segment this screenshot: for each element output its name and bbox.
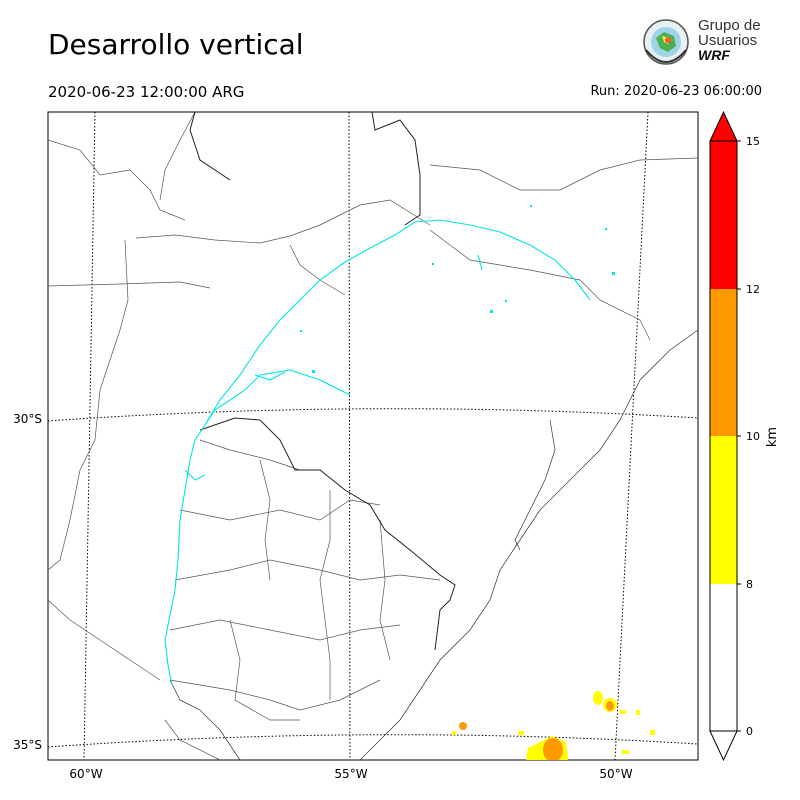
colorbar-tick-10: 10 bbox=[746, 430, 760, 443]
cell-yellow bbox=[593, 691, 603, 705]
cell-orange bbox=[543, 738, 563, 760]
valid-time: 2020-06-23 12:00:00 ARG bbox=[48, 83, 245, 101]
colorbar-tick-15: 15 bbox=[746, 135, 760, 148]
colorbar: 0 8 10 12 15 km bbox=[709, 110, 780, 762]
cyan-speckles bbox=[300, 205, 615, 373]
cell-orange bbox=[606, 701, 614, 711]
boundaries bbox=[48, 112, 698, 760]
run-time: Run: 2020-06-23 06:00:00 bbox=[590, 84, 762, 99]
lat-label-30s: 30°S bbox=[13, 412, 42, 426]
colorbar-segment-0-8 bbox=[710, 584, 737, 731]
parallel-35s bbox=[48, 734, 698, 748]
colorbar-segment-12-15 bbox=[710, 141, 737, 289]
colorbar-tick-0: 0 bbox=[746, 725, 753, 738]
colorbar-tick-12: 12 bbox=[746, 283, 760, 296]
cell-orange bbox=[459, 722, 467, 730]
globe-logo-icon bbox=[643, 19, 689, 65]
map-content bbox=[48, 112, 698, 760]
lon-label-60w: 60°W bbox=[69, 767, 102, 781]
map-title: Desarrollo vertical bbox=[48, 28, 304, 61]
lat-label-35s: 35°S bbox=[13, 738, 42, 752]
meridian-55w bbox=[348, 112, 351, 760]
cyan-contours bbox=[164, 219, 591, 686]
cell-yellow bbox=[622, 750, 629, 754]
cell-yellow bbox=[636, 710, 640, 715]
colorbar-segment-10-12 bbox=[710, 289, 737, 436]
colorbar-extend-max bbox=[709, 110, 738, 142]
cell-yellow bbox=[518, 731, 524, 735]
convection-cells bbox=[452, 691, 655, 760]
lon-label-50w: 50°W bbox=[599, 767, 632, 781]
cell-yellow bbox=[650, 730, 655, 735]
graticule bbox=[48, 112, 698, 760]
country-border bbox=[189, 112, 456, 651]
lat-labels: 30°S 35°S bbox=[13, 412, 42, 752]
lon-labels: 60°W 55°W 50°W bbox=[69, 767, 632, 781]
parallel-30s bbox=[48, 408, 698, 422]
coastline bbox=[169, 329, 698, 760]
group-logo: Grupo de Usuarios WRF bbox=[638, 16, 768, 72]
lon-label-55w: 55°W bbox=[334, 767, 367, 781]
logo-text: Grupo de Usuarios WRF bbox=[698, 17, 761, 63]
colorbar-tick-8: 8 bbox=[746, 578, 753, 591]
map-frame bbox=[47, 111, 699, 761]
meridian-60w bbox=[83, 112, 96, 760]
cell-yellow bbox=[620, 710, 626, 714]
colorbar-extend-min bbox=[709, 730, 738, 762]
colorbar-label: km bbox=[765, 427, 780, 447]
cell-yellow bbox=[452, 731, 456, 735]
colorbar-segment-8-10 bbox=[710, 436, 737, 584]
